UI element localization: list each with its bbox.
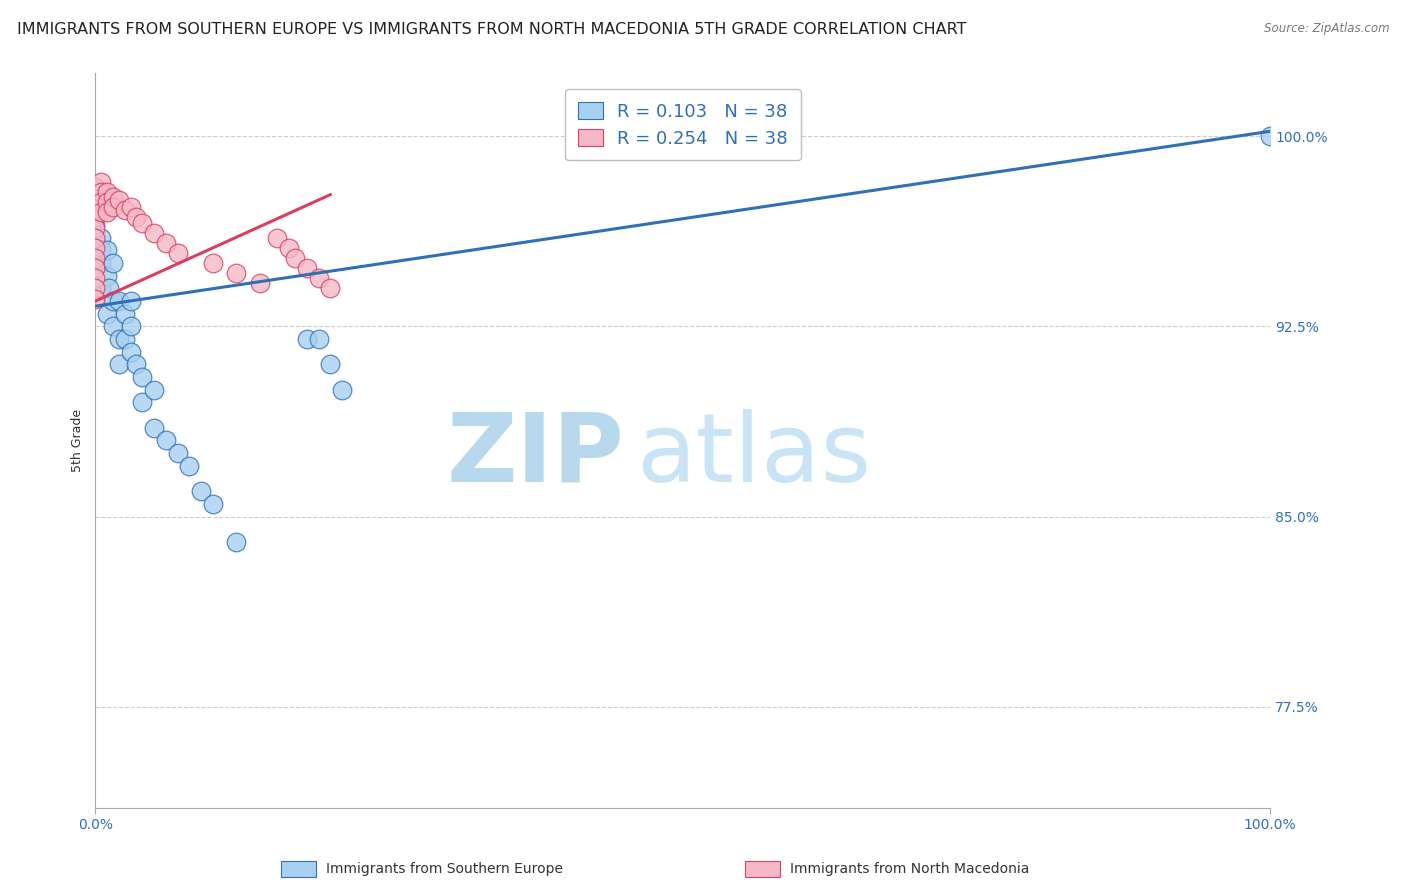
Point bbox=[155, 434, 177, 448]
Point bbox=[319, 358, 342, 372]
Point bbox=[278, 241, 301, 255]
Point bbox=[96, 268, 118, 283]
Point bbox=[98, 281, 121, 295]
Point bbox=[101, 190, 124, 204]
Point bbox=[90, 195, 112, 210]
Point bbox=[1258, 129, 1281, 144]
Point bbox=[96, 307, 118, 321]
Point bbox=[225, 266, 247, 280]
Point bbox=[266, 231, 288, 245]
Text: Immigrants from Southern Europe: Immigrants from Southern Europe bbox=[326, 862, 564, 876]
Point bbox=[131, 395, 153, 409]
Point bbox=[108, 193, 131, 207]
Point bbox=[179, 458, 201, 473]
Point bbox=[84, 190, 107, 204]
Point bbox=[96, 195, 118, 210]
Point bbox=[166, 446, 188, 460]
Point bbox=[101, 294, 124, 309]
Text: atlas: atlas bbox=[636, 409, 870, 501]
Point bbox=[308, 332, 330, 346]
Point bbox=[284, 251, 307, 265]
Point bbox=[120, 344, 142, 359]
Point bbox=[84, 231, 107, 245]
Point bbox=[96, 185, 118, 199]
Point bbox=[143, 226, 166, 240]
Point bbox=[101, 256, 124, 270]
Point bbox=[90, 256, 112, 270]
Point bbox=[249, 277, 271, 291]
Y-axis label: 5th Grade: 5th Grade bbox=[72, 409, 84, 472]
Point bbox=[90, 185, 112, 199]
Point bbox=[131, 370, 153, 384]
Point bbox=[125, 211, 148, 225]
Point bbox=[84, 211, 107, 225]
Point bbox=[108, 332, 131, 346]
Point bbox=[84, 218, 107, 232]
Point bbox=[84, 205, 107, 219]
Point bbox=[190, 484, 212, 499]
Point bbox=[90, 175, 112, 189]
Point bbox=[120, 200, 142, 214]
Point bbox=[143, 421, 166, 435]
Point bbox=[166, 246, 188, 260]
Point bbox=[84, 261, 107, 276]
Point bbox=[90, 281, 112, 295]
Point bbox=[101, 200, 124, 214]
Legend: R = 0.103   N = 38, R = 0.254   N = 38: R = 0.103 N = 38, R = 0.254 N = 38 bbox=[565, 89, 800, 161]
Point bbox=[155, 235, 177, 250]
Text: Source: ZipAtlas.com: Source: ZipAtlas.com bbox=[1264, 22, 1389, 36]
Point bbox=[201, 256, 224, 270]
Point bbox=[143, 383, 166, 397]
Point bbox=[101, 319, 124, 334]
Point bbox=[125, 358, 148, 372]
Text: IMMIGRANTS FROM SOUTHERN EUROPE VS IMMIGRANTS FROM NORTH MACEDONIA 5TH GRADE COR: IMMIGRANTS FROM SOUTHERN EUROPE VS IMMIG… bbox=[17, 22, 966, 37]
Point bbox=[295, 261, 318, 276]
Point bbox=[90, 231, 112, 245]
Point bbox=[330, 383, 353, 397]
Point bbox=[96, 244, 118, 258]
Point bbox=[319, 281, 342, 295]
Point bbox=[120, 319, 142, 334]
Point bbox=[90, 205, 112, 219]
Point bbox=[201, 497, 224, 511]
Point bbox=[131, 215, 153, 229]
Text: Immigrants from North Macedonia: Immigrants from North Macedonia bbox=[790, 862, 1029, 876]
Point bbox=[225, 534, 247, 549]
Point bbox=[84, 220, 107, 235]
Point bbox=[114, 307, 136, 321]
Text: ZIP: ZIP bbox=[446, 409, 624, 501]
Point bbox=[308, 271, 330, 285]
Point bbox=[114, 202, 136, 217]
Point bbox=[84, 200, 107, 214]
Point bbox=[96, 205, 118, 219]
Point bbox=[84, 241, 107, 255]
Point bbox=[84, 281, 107, 295]
Point bbox=[295, 332, 318, 346]
Point bbox=[108, 358, 131, 372]
Point bbox=[84, 292, 107, 306]
Point bbox=[120, 294, 142, 309]
Point bbox=[84, 231, 107, 245]
Point bbox=[84, 271, 107, 285]
Point bbox=[84, 180, 107, 194]
Point bbox=[108, 294, 131, 309]
Point bbox=[84, 251, 107, 265]
Point bbox=[90, 244, 112, 258]
Point bbox=[114, 332, 136, 346]
